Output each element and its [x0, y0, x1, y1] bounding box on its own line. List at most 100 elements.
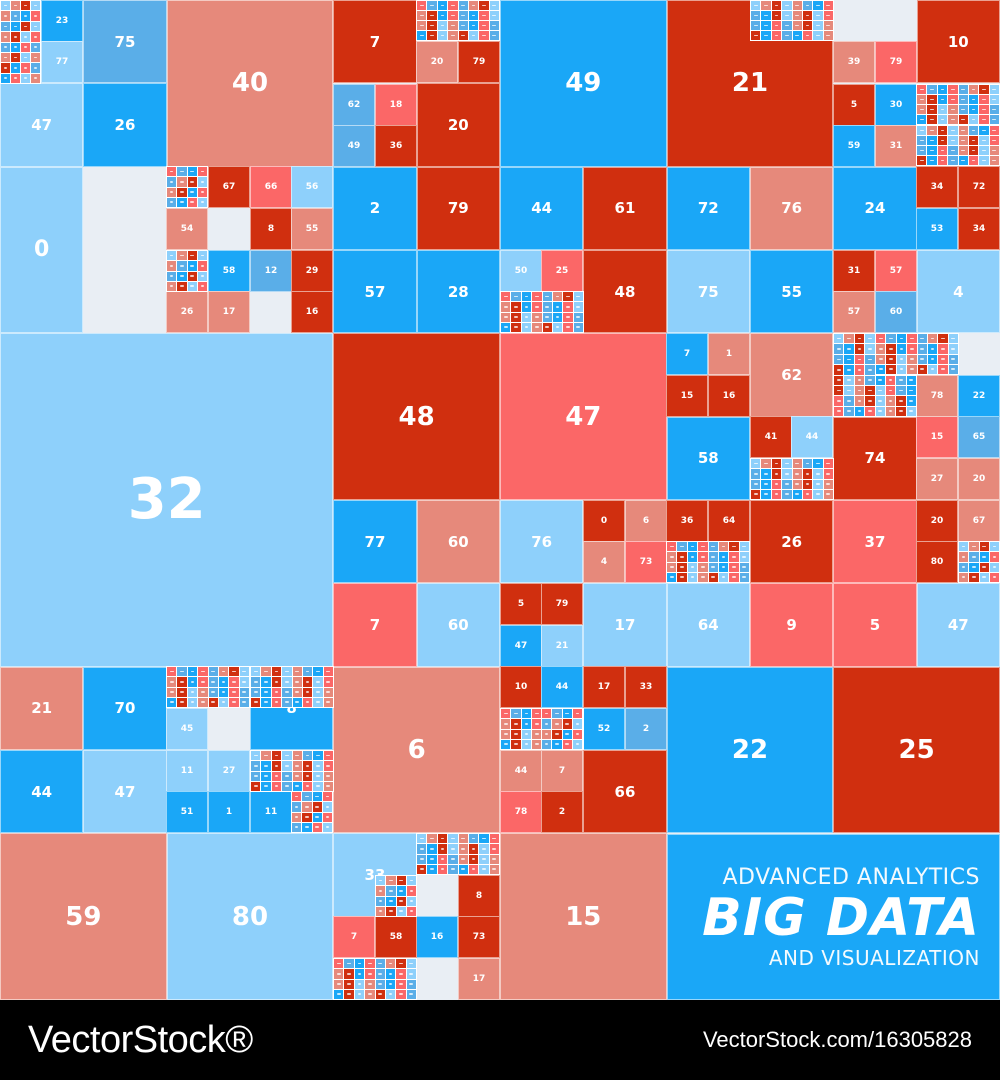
mosaic-cell [989, 146, 999, 155]
treemap-tile: 57 [875, 250, 917, 292]
mosaic-cell [989, 85, 999, 94]
mosaic-cell [667, 542, 677, 552]
mosaic-cell [197, 187, 207, 197]
mosaic-cell [938, 344, 948, 354]
mosaic-cell [532, 709, 542, 719]
mosaic-cell [177, 697, 187, 707]
mosaic-cell [375, 959, 385, 969]
mosaic-cell [844, 334, 854, 344]
mosaic-cell [989, 126, 999, 135]
mosaic-cell [979, 115, 989, 124]
mosaic-cell [271, 697, 282, 707]
mosaic-cell [739, 562, 749, 572]
mosaic-cell [458, 31, 468, 40]
mosaic-cell [917, 146, 927, 155]
treemap-tile: 34 [958, 208, 1000, 250]
mosaic-cell [751, 469, 761, 479]
treemap-tile: 58 [666, 416, 750, 500]
mosaic-cell [167, 281, 177, 291]
mosaic-cell [834, 344, 844, 354]
mosaic-cell [521, 312, 532, 322]
mosaic-cell [198, 677, 208, 687]
treemap-tile: 59 [833, 125, 875, 167]
mosaic-cell [927, 146, 937, 155]
mosaic-cell [989, 552, 999, 562]
mosaic-cell [187, 251, 197, 261]
treemap-tile: 22 [666, 666, 834, 834]
treemap-tile: 12 [250, 250, 292, 292]
mosaic-cell [875, 406, 885, 416]
mosaic-cell [989, 572, 999, 582]
mosaic-cell [927, 115, 937, 124]
mosaic-cell [729, 562, 739, 572]
treemap-tile: 59 [0, 833, 167, 1000]
mosaic-cell [479, 11, 489, 20]
mosaic-cell [896, 344, 907, 354]
mosaic-cell [313, 751, 323, 761]
treemap-tile: 44 [791, 416, 833, 458]
treemap-mosaic [250, 750, 334, 792]
mosaic-cell [458, 844, 468, 854]
mosaic-cell [958, 115, 968, 124]
mosaic-cell [865, 354, 875, 365]
treemap-mosaic [166, 166, 208, 208]
mosaic-cell [187, 281, 197, 291]
mosaic-cell [792, 469, 802, 479]
mosaic-cell [187, 687, 198, 697]
mosaic-cell [167, 667, 177, 677]
mosaic-cell [834, 375, 844, 385]
mosaic-cell [906, 375, 916, 385]
treemap-tile: 24 [833, 166, 917, 250]
mosaic-cell [479, 854, 489, 864]
mosaic-cell [427, 864, 437, 874]
mosaic-cell [792, 31, 802, 40]
mosaic-cell [969, 562, 979, 572]
mosaic-cell [406, 876, 416, 886]
mosaic-cell [323, 751, 333, 761]
mosaic-cell [21, 1, 30, 11]
mosaic-cell [552, 292, 563, 302]
treemap-mosaic [875, 333, 959, 375]
mosaic-cell [312, 792, 322, 802]
mosaic-cell [751, 479, 761, 489]
mosaic-cell [813, 489, 823, 499]
mosaic-cell [968, 136, 979, 145]
mosaic-cell [479, 21, 489, 30]
treemap-tile: 2 [625, 708, 667, 750]
mosaic-cell [813, 479, 823, 489]
mosaic-cell [501, 292, 511, 302]
mosaic-cell [417, 11, 427, 20]
mosaic-cell [282, 781, 292, 791]
mosaic-cell [906, 396, 916, 406]
mosaic-cell [761, 31, 771, 40]
mosaic-cell [885, 385, 896, 396]
mosaic-cell [334, 989, 344, 999]
watermark-bar: VectorStock® VectorStock.com/16305828 [0, 1000, 1000, 1080]
mosaic-cell [687, 542, 698, 552]
mosaic-cell [532, 739, 542, 749]
treemap-tile: 2 [541, 791, 583, 833]
mosaic-cell [437, 864, 448, 874]
mosaic-cell [458, 834, 468, 844]
mosaic-cell [792, 1, 802, 10]
treemap: 32 40 49 21 48 47 6 22 25 59 80 15 0 75 47 26 7 20 10 2 79 57… [0, 0, 1000, 1000]
mosaic-cell [177, 281, 187, 291]
mosaic-cell [938, 364, 948, 374]
mosaic-cell [823, 469, 833, 479]
mosaic-cell [677, 572, 687, 582]
mosaic-cell [813, 1, 823, 10]
mosaic-cell [792, 489, 802, 499]
treemap-tile: 32 [0, 333, 334, 667]
mosaic-cell [521, 322, 532, 332]
mosaic-cell [31, 32, 40, 42]
mosaic-cell [958, 136, 968, 145]
treemap-tile: 77 [333, 499, 417, 584]
mosaic-cell [979, 562, 989, 572]
mosaic-cell [927, 156, 937, 165]
mosaic-cell [344, 959, 354, 969]
mosaic-cell [468, 854, 479, 864]
mosaic-cell [292, 751, 302, 761]
mosaic-cell [782, 11, 792, 20]
mosaic-cell [782, 489, 792, 499]
mosaic-cell [282, 771, 292, 781]
